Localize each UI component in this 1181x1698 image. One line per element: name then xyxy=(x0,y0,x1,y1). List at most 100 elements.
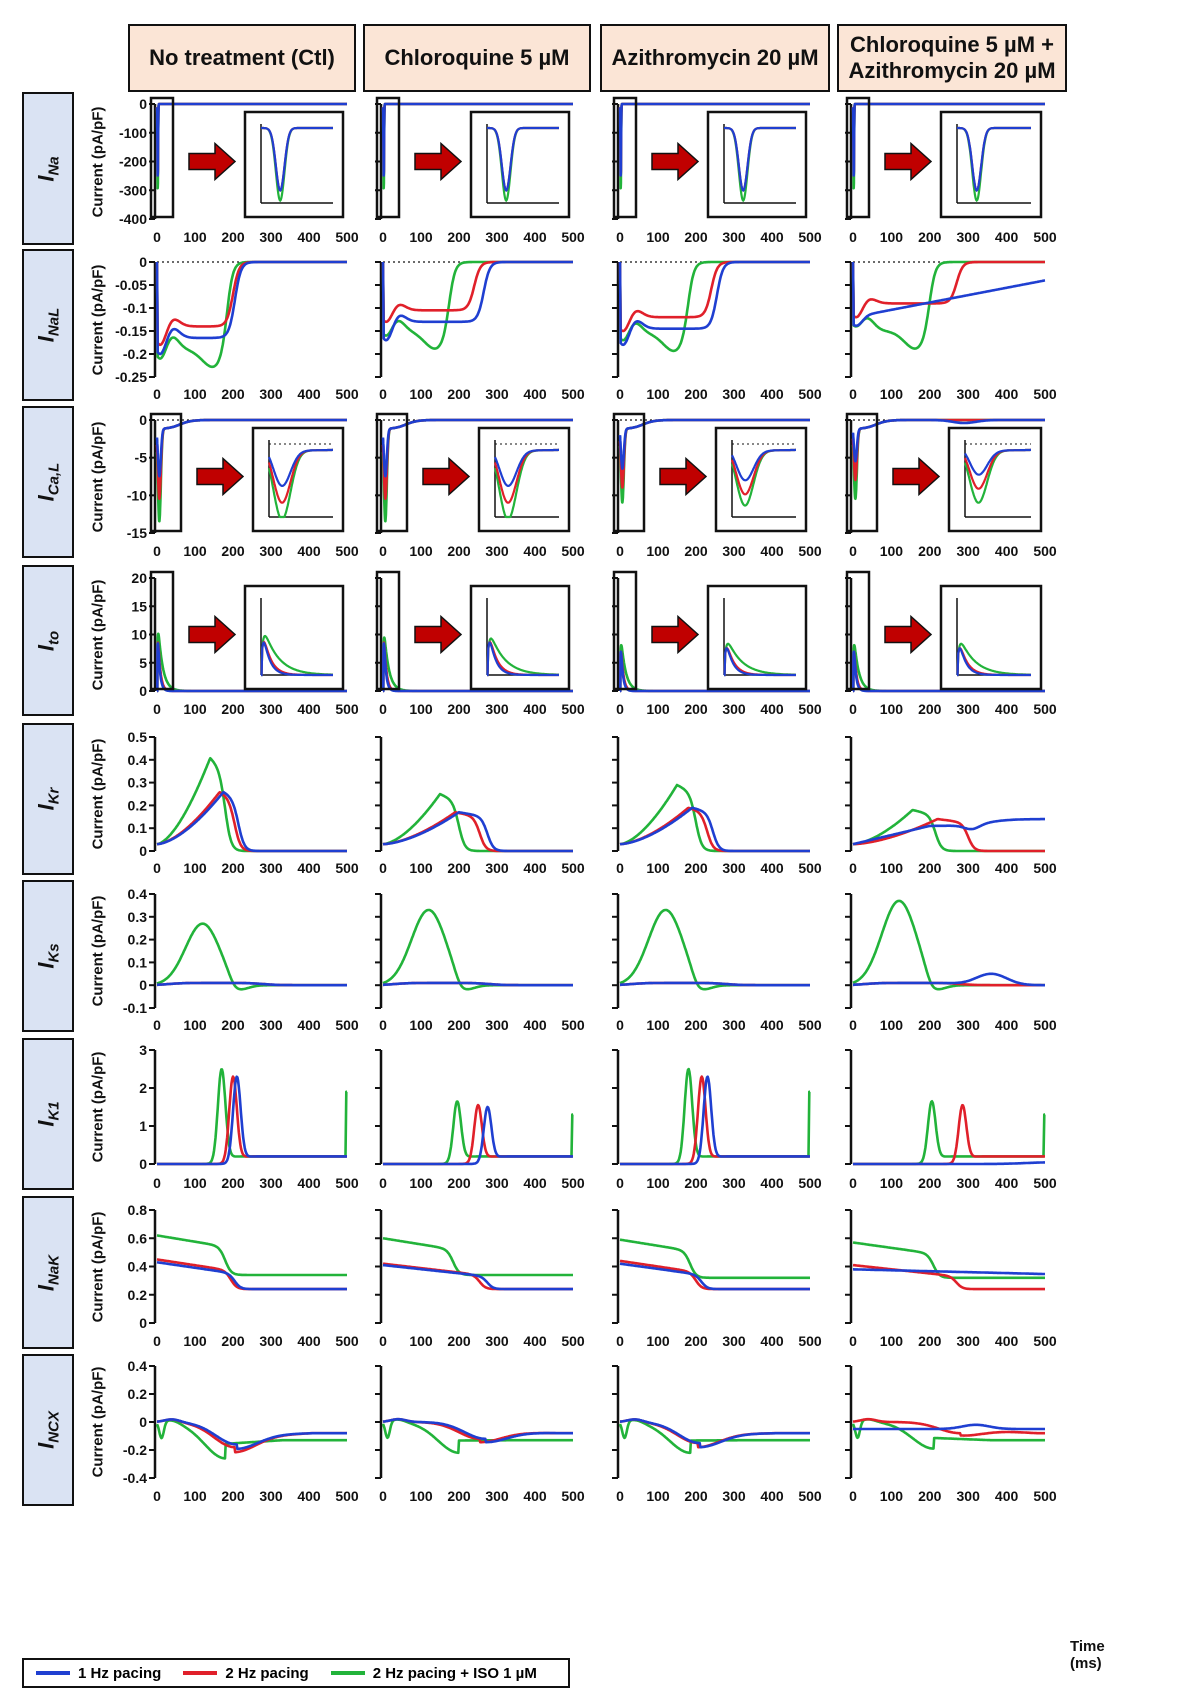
x-tick-label: 100 xyxy=(646,1175,670,1191)
x-tick-label: 0 xyxy=(153,1017,161,1033)
x-tick-label: 500 xyxy=(798,1175,822,1191)
x-tick-label: 500 xyxy=(1033,1175,1057,1191)
y-tick-label: -0.1 xyxy=(123,300,147,316)
x-tick-label: 100 xyxy=(880,860,904,876)
x-tick-label: 100 xyxy=(183,1333,207,1349)
x-tick-label: 100 xyxy=(409,1488,433,1504)
panel-ik1-combo: 0 100 200 300 400 500 xyxy=(845,1049,1057,1191)
x-tick-label: 500 xyxy=(561,229,585,245)
x-tick-label: 500 xyxy=(335,860,359,876)
x-tick-label: 400 xyxy=(760,701,784,717)
series-line-2hz xyxy=(155,260,348,347)
x-tick-label: 200 xyxy=(684,1017,708,1033)
panel-inal-combo: 0 100 200 300 400 500 xyxy=(845,260,1057,402)
x-tick-label: 200 xyxy=(918,1333,942,1349)
panel-ikr-combo: 0 100 200 300 400 500 xyxy=(845,736,1057,876)
x-tick-label: 200 xyxy=(918,386,942,402)
zoom-box xyxy=(845,412,879,533)
y-tick-label: 0 xyxy=(139,412,147,428)
x-tick-label: 0 xyxy=(616,701,624,717)
y-tick-label: 0.4 xyxy=(128,752,148,768)
series-line-1hz xyxy=(851,102,1046,177)
y-tick-label: -0.15 xyxy=(115,323,147,339)
series-line-1hz xyxy=(619,981,811,987)
x-tick-label: 400 xyxy=(995,386,1019,402)
zoom-box xyxy=(845,96,871,219)
x-tick-label: 200 xyxy=(221,860,245,876)
series-line-2hz-iso xyxy=(382,908,574,991)
x-tick-label: 500 xyxy=(335,386,359,402)
x-tick-label: 300 xyxy=(957,1017,981,1033)
x-tick-label: 300 xyxy=(259,1333,283,1349)
x-tick-label: 400 xyxy=(297,386,321,402)
x-tick-label: 500 xyxy=(561,1017,585,1033)
inset-series-1hz xyxy=(956,647,1031,677)
x-tick-label: 0 xyxy=(849,386,857,402)
x-tick-label: 0 xyxy=(379,860,387,876)
x-tick-label: 500 xyxy=(1033,386,1057,402)
zoom-box xyxy=(149,570,175,691)
x-tick-label: 300 xyxy=(485,1488,509,1504)
x-tick-label: 0 xyxy=(153,543,161,559)
x-tick-label: 0 xyxy=(849,701,857,717)
panel-ito-azm: 0 100 200 300 400 500 xyxy=(612,570,822,717)
x-tick-label: 0 xyxy=(379,1175,387,1191)
x-tick-label: 400 xyxy=(995,543,1019,559)
panel-ina-combo: 0 100 200 300 400 500 xyxy=(845,96,1057,245)
y-tick-label: 0.4 xyxy=(128,1358,148,1374)
x-tick-label: 500 xyxy=(1033,860,1057,876)
x-tick-label: 400 xyxy=(760,386,784,402)
x-tick-label: 500 xyxy=(798,1017,822,1033)
series-line-1hz xyxy=(156,1261,348,1291)
panel-inak-ctl: 0.8 0.6 0.4 0.2 00 100 200 300 400 500 xyxy=(128,1202,359,1349)
y-tick-label: -400 xyxy=(119,211,147,227)
column-header-ctl: No treatment (Ctl) xyxy=(128,24,356,92)
x-tick-label: 300 xyxy=(485,701,509,717)
y-tick-label: 0 xyxy=(139,977,147,993)
x-tick-label: 0 xyxy=(616,229,624,245)
x-tick-label: 500 xyxy=(561,701,585,717)
x-tick-label: 400 xyxy=(523,229,547,245)
legend-item-2hz-iso: 2 Hz pacing + ISO 1 µM xyxy=(330,1665,537,1682)
x-tick-label: 200 xyxy=(684,386,708,402)
x-tick-label: 0 xyxy=(849,1175,857,1191)
series-line-2hz-iso xyxy=(155,260,348,369)
series-line-2hz xyxy=(618,260,811,333)
x-tick-label: 300 xyxy=(957,1175,981,1191)
series-line-1hz xyxy=(852,1268,1046,1276)
series-line-2hz-iso xyxy=(382,1100,574,1166)
x-tick-label: 200 xyxy=(918,1017,942,1033)
x-tick-label: 100 xyxy=(183,1175,207,1191)
x-tick-label: 400 xyxy=(760,1488,784,1504)
inset-series-1hz xyxy=(493,448,559,487)
x-tick-label: 300 xyxy=(259,229,283,245)
x-tick-label: 0 xyxy=(849,1488,857,1504)
series-line-1hz xyxy=(156,1418,348,1451)
inset-series-1hz xyxy=(957,126,1031,192)
x-tick-label: 0 xyxy=(616,543,624,559)
y-tick-label: -300 xyxy=(119,182,147,198)
series-line-1hz xyxy=(852,1423,1046,1431)
panel-ical-combo: 0 100 200 300 400 500 xyxy=(845,412,1057,559)
x-tick-label: 100 xyxy=(183,701,207,717)
x-tick-label: 500 xyxy=(798,229,822,245)
x-tick-label: 100 xyxy=(409,701,433,717)
y-tick-label: 0.1 xyxy=(128,820,148,836)
series-line-1hz xyxy=(381,418,574,478)
x-tick-label: 400 xyxy=(523,701,547,717)
legend-swatch-1hz xyxy=(36,1671,70,1675)
x-tick-label: 100 xyxy=(183,229,207,245)
series-line-1hz xyxy=(619,806,811,853)
series-line-1hz xyxy=(155,642,348,693)
x-tick-label: 200 xyxy=(918,1488,942,1504)
row-header-inal: INaL xyxy=(22,249,74,401)
x-tick-label: 500 xyxy=(798,386,822,402)
zoom-box xyxy=(375,96,401,219)
x-tick-label: 200 xyxy=(684,543,708,559)
panel-inak-chq: 0 100 200 300 400 500 xyxy=(375,1209,585,1349)
x-tick-label: 100 xyxy=(409,860,433,876)
panel-incx-ctl: 0.4 0.2 0 -0.2 -0.4 0 100 200 300 400 500 xyxy=(123,1358,359,1504)
y-tick-label: -5 xyxy=(135,450,148,466)
x-tick-label: 400 xyxy=(523,1017,547,1033)
